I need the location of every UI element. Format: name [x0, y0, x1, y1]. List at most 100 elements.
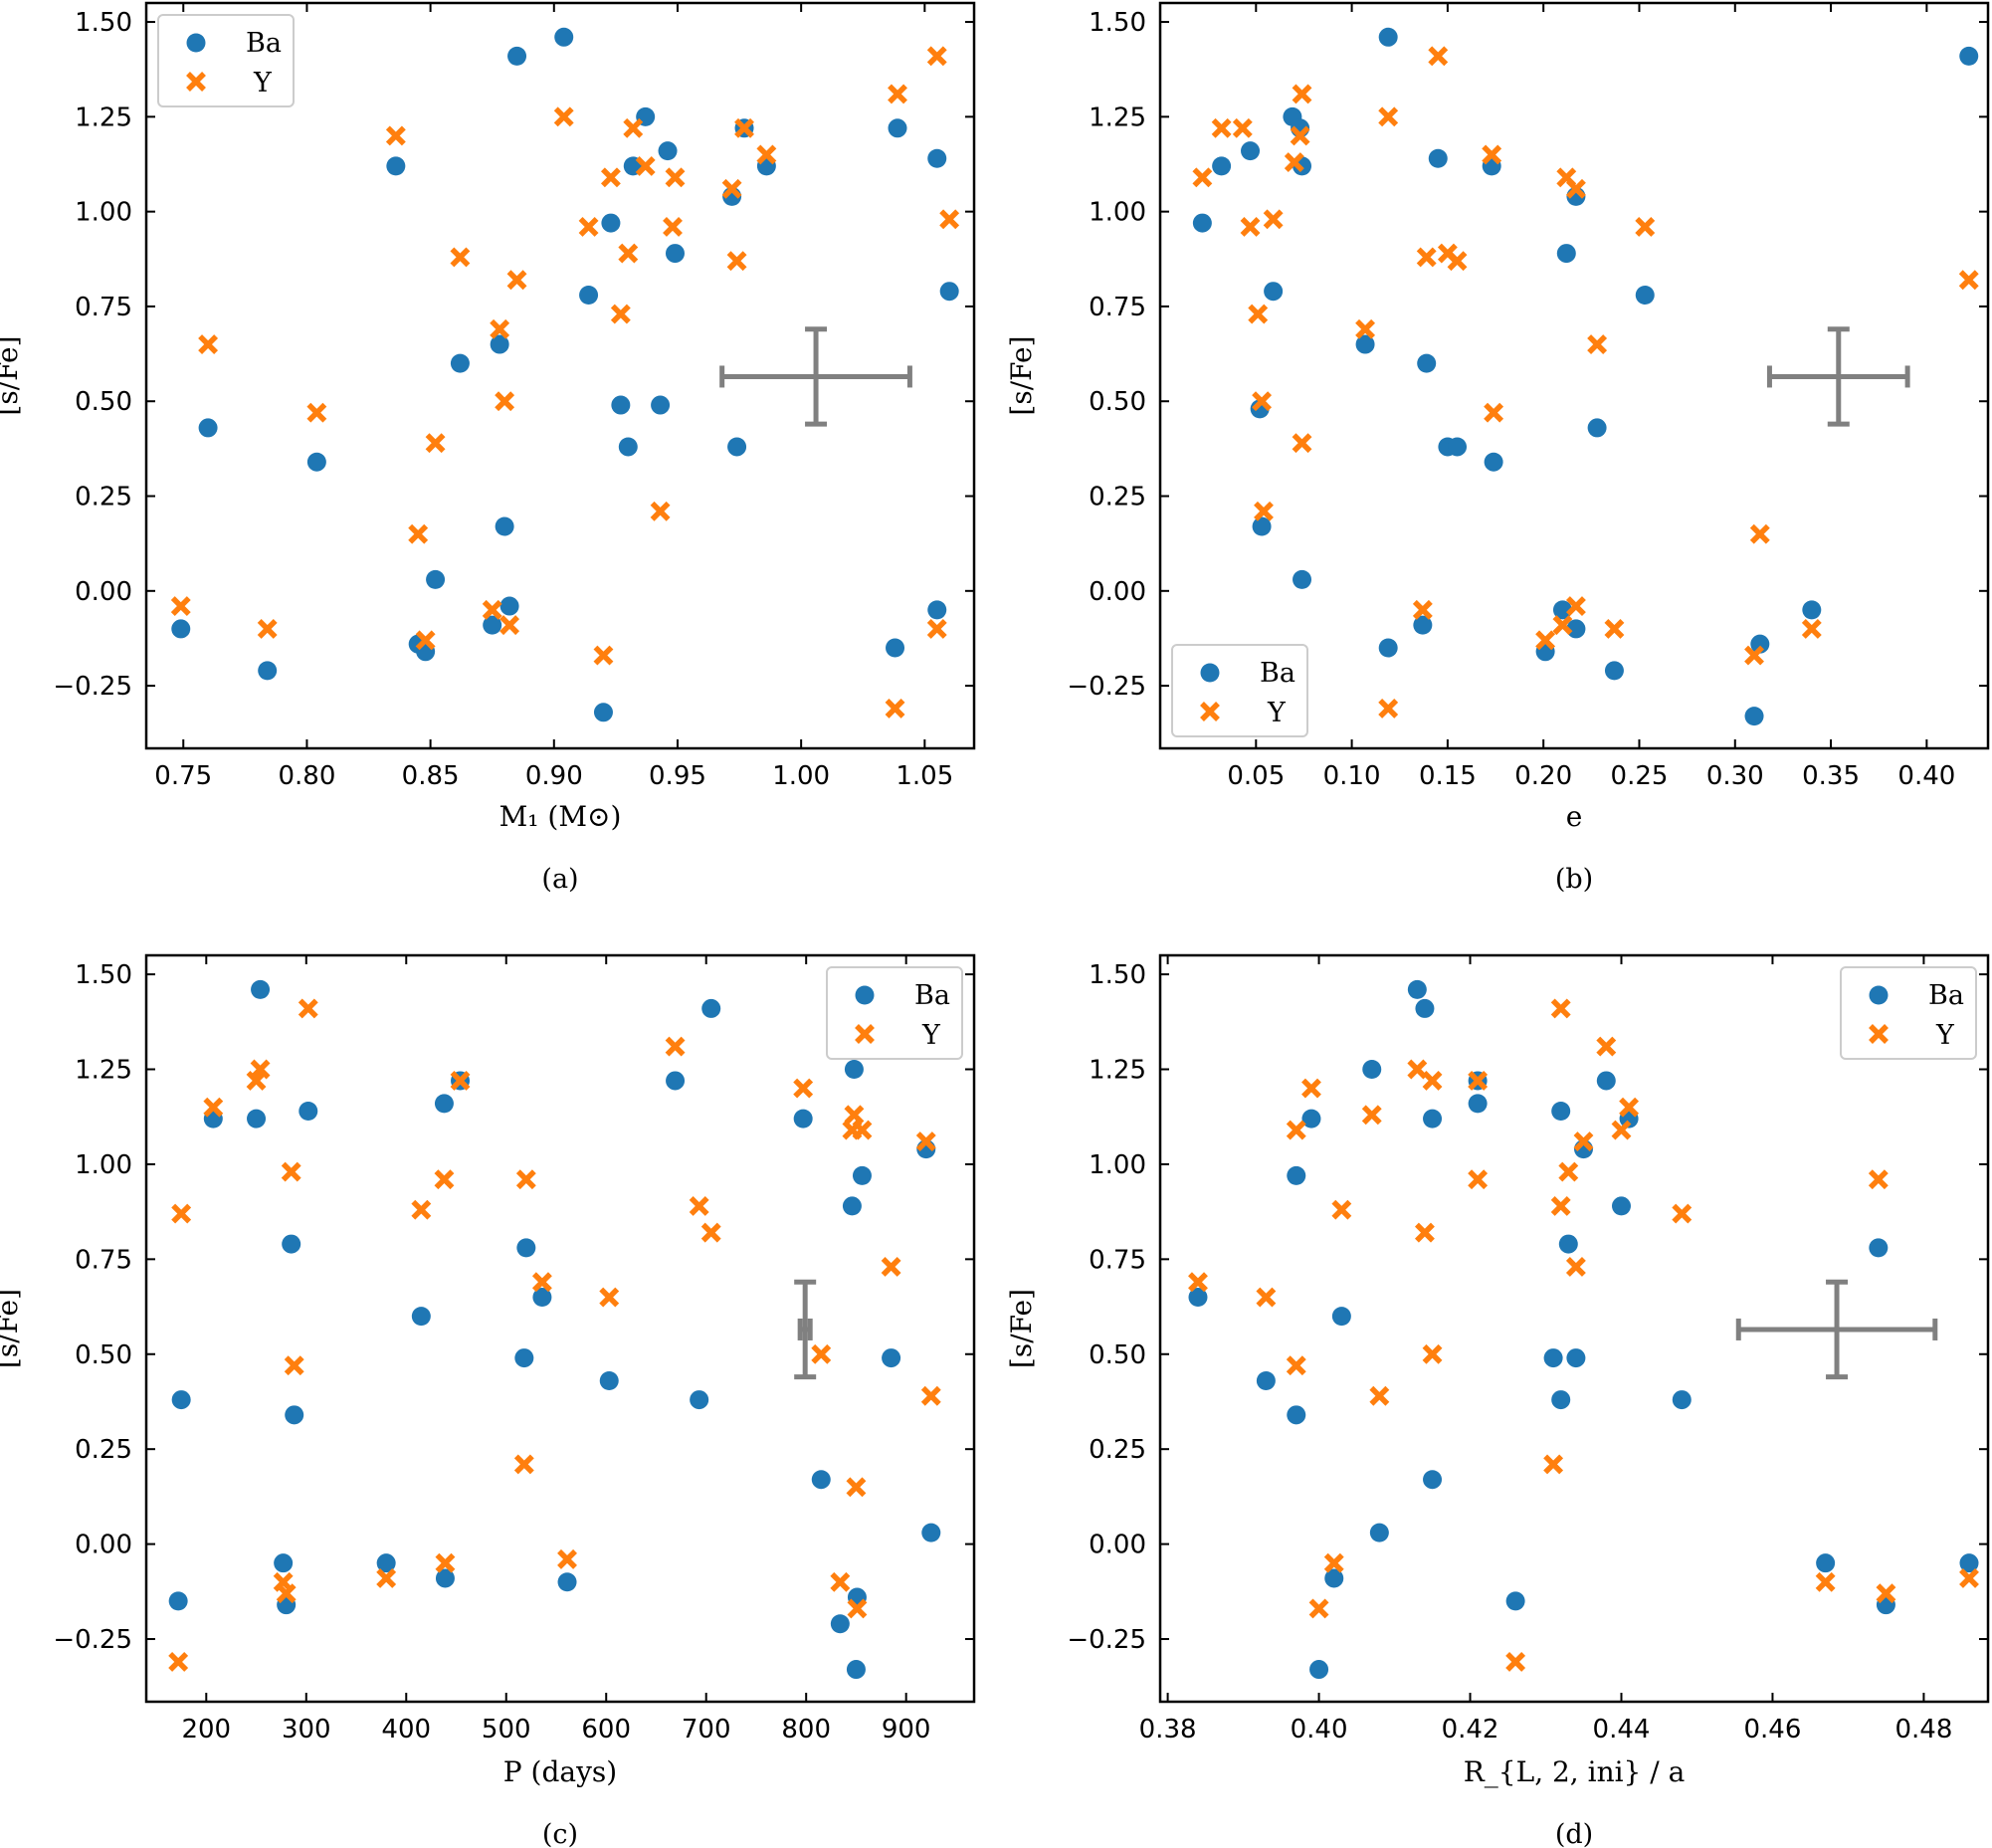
data-point-Y — [593, 645, 614, 666]
data-point-Ba — [499, 596, 519, 616]
data-point-Y — [1254, 501, 1274, 521]
data-point-Y — [490, 318, 510, 339]
data-point-Y — [939, 209, 960, 230]
x-tick-label: 0.38 — [1139, 1715, 1197, 1745]
legend-label-Ba: Ba — [246, 28, 282, 59]
data-point-Ba — [939, 282, 959, 302]
data-point-Ba — [1252, 516, 1272, 536]
data-point-Y — [650, 501, 671, 521]
y-tick-label: 0.00 — [75, 577, 132, 607]
y-tick-label: −0.25 — [53, 1625, 132, 1655]
y-tick-label: 0.50 — [1089, 387, 1146, 417]
data-point-Ba — [1551, 1390, 1571, 1410]
y-axis-label: [s/Fe] — [1005, 335, 1038, 415]
data-point-Ba — [1331, 1307, 1351, 1327]
data-point-Y — [434, 1169, 455, 1190]
data-point-Ba — [274, 1553, 294, 1573]
data-point-Ba — [830, 1614, 850, 1634]
x-tick-label: 200 — [181, 1715, 231, 1745]
x-tick-label: 0.85 — [402, 761, 460, 791]
data-point-Y — [1331, 1199, 1352, 1220]
data-point-Y — [1744, 645, 1764, 666]
data-point-Ba — [1558, 1234, 1578, 1254]
data-point-Ba — [852, 1165, 872, 1185]
data-point-Y — [276, 1583, 297, 1604]
data-point-Y — [170, 596, 191, 617]
data-point-Y — [250, 1059, 271, 1080]
data-point-Y — [1868, 1169, 1889, 1190]
data-point-Ba — [886, 638, 905, 658]
data-point-Ba — [386, 156, 406, 176]
data-point-Ba — [411, 1307, 431, 1327]
y-tick-label: 0.00 — [1089, 1531, 1146, 1560]
series-Ba — [171, 27, 959, 722]
data-point-Ba — [1551, 1101, 1571, 1121]
data-point-Y — [926, 46, 947, 67]
y-tick-label: 0.50 — [1089, 1340, 1146, 1370]
data-point-Ba — [701, 998, 721, 1018]
data-point-Y — [1550, 1195, 1571, 1216]
data-point-Y — [1552, 615, 1573, 636]
x-tick-label: 1.05 — [896, 761, 953, 791]
data-point-Ba — [1566, 1348, 1586, 1368]
data-point-Ba — [1816, 1553, 1836, 1573]
data-point-Y — [1308, 1598, 1329, 1619]
y-tick-label: 1.50 — [75, 8, 132, 38]
data-point-Y — [1543, 1454, 1564, 1475]
x-tick-label: 600 — [581, 1715, 631, 1745]
data-point-Ba — [1301, 1109, 1321, 1129]
data-point-Ba — [888, 118, 907, 138]
data-point-Ba — [514, 1348, 534, 1368]
data-point-Y — [1422, 1071, 1443, 1091]
data-point-Ba — [1241, 141, 1261, 161]
data-point-Ba — [1869, 1238, 1889, 1258]
data-point-Y — [513, 1454, 534, 1475]
panel-a: 0.75 0.80 0.85 0.90 0.95 1.00 1.05 −0.25 0.00 0.2… — [0, 1, 976, 895]
legend-marker-Y — [1200, 702, 1220, 721]
data-point-Y — [203, 1097, 224, 1118]
data-point-Ba — [376, 1553, 396, 1573]
data-point-Y — [450, 247, 471, 268]
y-tick-label: 1.25 — [1089, 1056, 1146, 1086]
y-tick-label: 0.75 — [75, 293, 132, 322]
data-point-Y — [499, 615, 520, 636]
data-point-Ba — [306, 452, 326, 472]
data-point-Y — [1565, 178, 1586, 199]
data-point-Y — [1482, 144, 1502, 165]
data-point-Y — [1876, 1583, 1896, 1604]
legend-label-Ba: Ba — [1928, 980, 1964, 1011]
data-point-Y — [1192, 167, 1213, 188]
data-point-Y — [1468, 1169, 1489, 1190]
data-point-Y — [1252, 391, 1273, 412]
data-point-Ba — [842, 1196, 862, 1216]
y-tick-label: 0.75 — [75, 1245, 132, 1275]
data-point-Ba — [247, 1109, 267, 1129]
data-point-Y — [376, 1568, 397, 1588]
data-point-Y — [1292, 433, 1312, 454]
data-point-Y — [306, 402, 327, 423]
data-point-Ba — [1309, 1660, 1329, 1680]
data-point-Ba — [1415, 998, 1435, 1018]
data-point-Y — [385, 125, 406, 146]
legend: Ba Y — [826, 966, 963, 1060]
data-point-Ba — [1543, 1348, 1563, 1368]
data-point-Ba — [846, 1660, 866, 1680]
data-point-Ba — [1744, 707, 1764, 726]
data-point-Ba — [727, 437, 747, 457]
data-point-Y — [600, 167, 621, 188]
data-point-Ba — [1378, 27, 1398, 47]
data-point-Y — [610, 304, 631, 324]
data-point-Ba — [1672, 1390, 1692, 1410]
series-Ba — [168, 979, 941, 1680]
data-point-Y — [915, 1131, 936, 1151]
x-tick-label: 0.25 — [1611, 761, 1669, 791]
y-tick-label: 1.25 — [1089, 103, 1146, 132]
data-point-Ba — [921, 1523, 941, 1542]
data-point-Y — [1284, 152, 1304, 173]
data-point-Y — [1535, 630, 1556, 651]
data-point-Y — [1232, 117, 1253, 138]
x-tick-label: 900 — [882, 1715, 931, 1745]
panel-caption: (d) — [1555, 1819, 1593, 1848]
y-axis-label: [s/Fe] — [0, 1289, 24, 1368]
